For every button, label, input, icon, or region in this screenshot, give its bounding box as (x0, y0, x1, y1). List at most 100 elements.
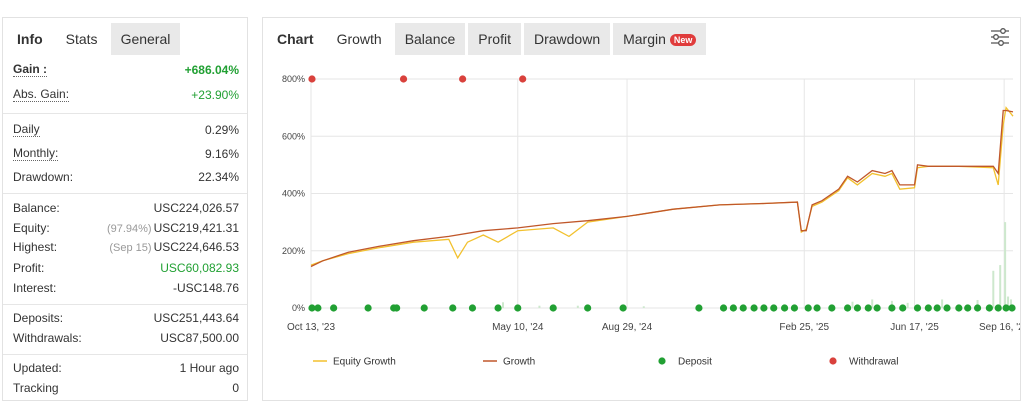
volume-bars (501, 222, 1013, 308)
stat-daily: Daily 0.29% (13, 121, 239, 139)
drawdown-label: Drawdown: (13, 170, 74, 184)
legend-swatch (829, 357, 837, 365)
y-tick-label: 0% (292, 303, 305, 313)
deposit-marker (330, 304, 338, 312)
deposit-marker (584, 304, 592, 312)
stat-abs-gain: Abs. Gain: +23.90% (13, 86, 239, 104)
deposit-marker (420, 304, 428, 312)
divider (3, 354, 247, 355)
legend-label: Equity Growth (333, 357, 396, 368)
settings-sliders-icon[interactable] (990, 27, 1010, 47)
balance-value: USC224,026.57 (153, 201, 239, 215)
updated-label: Updated: (13, 361, 62, 375)
profit-label: Profit: (13, 261, 45, 275)
tab-drawdown[interactable]: Drawdown (523, 23, 611, 55)
equity-label: Equity: (13, 221, 50, 235)
tracking-label: Tracking (13, 381, 59, 395)
volume-bar (851, 301, 854, 308)
tab-growth[interactable]: Growth (326, 23, 392, 55)
gain-label[interactable]: Gain : (13, 62, 48, 77)
deposit-marker (813, 304, 821, 312)
tab-general[interactable]: General (110, 23, 181, 55)
tracking-value: 0 (232, 381, 239, 395)
interest-label: Interest: (13, 281, 57, 295)
volume-bar (941, 299, 944, 308)
deposit-marker (853, 304, 862, 312)
tab-balance[interactable]: Balance (394, 23, 466, 55)
deposit-marker (729, 304, 737, 312)
volume-bar (871, 299, 874, 308)
deposit-marker (449, 304, 457, 312)
y-tick-label: 200% (282, 246, 305, 256)
new-badge: New (669, 34, 697, 46)
stat-withdrawals: Withdrawals: USC87,500.00 (13, 329, 239, 347)
divider (3, 193, 247, 194)
balance-label: Balance: (13, 201, 60, 215)
legend-swatch (658, 357, 666, 365)
stat-profit: Profit: USC60,082.93 (13, 259, 239, 277)
tab-profit[interactable]: Profit (468, 23, 521, 55)
growth-line (310, 109, 1014, 268)
highest-value: USC224,646.53 (153, 240, 239, 254)
volume-bar (1010, 299, 1013, 308)
deposit-marker (973, 304, 982, 312)
deposit-marker (943, 304, 951, 312)
x-tick-label: Aug 29, '24 (602, 322, 653, 333)
volume-bar (1007, 296, 1010, 308)
tab-margin[interactable]: Margin New (613, 23, 707, 55)
legend-label: Growth (503, 357, 535, 368)
deposit-marker (514, 304, 522, 312)
deposit-marker (780, 304, 789, 312)
profit-value: USC60,082.93 (160, 261, 239, 275)
event-markers (308, 75, 1016, 312)
deposit-marker (364, 304, 372, 312)
volume-bar (976, 299, 979, 308)
stat-gain: Gain : +686.04% (13, 61, 239, 79)
deposit-marker (828, 304, 836, 312)
abs-gain-label[interactable]: Abs. Gain: (13, 87, 70, 102)
deposit-marker (913, 304, 922, 312)
y-tick-label: 800% (282, 74, 305, 84)
deposit-marker (308, 304, 316, 312)
x-tick-label: Oct 13, '23 (287, 322, 335, 333)
highest-date: (Sep 15) (109, 242, 152, 254)
deposit-marker (964, 304, 972, 312)
deposit-marker (468, 304, 477, 312)
margin-label: Margin (623, 31, 666, 47)
deposits-label: Deposits: (13, 311, 64, 325)
stat-drawdown: Drawdown: 22.34% (13, 168, 239, 186)
withdrawal-marker (399, 75, 408, 83)
drawdown-value: 22.34% (198, 170, 239, 184)
y-tick-label: 600% (282, 131, 305, 141)
deposit-marker (314, 304, 322, 312)
volume-bar (576, 305, 579, 308)
deposit-marker (750, 304, 758, 312)
withdrawal-marker (519, 75, 527, 83)
deposit-marker (790, 304, 799, 312)
equity-value: USC219,421.31 (153, 221, 239, 235)
deposit-marker (1002, 304, 1010, 312)
deposit-marker (994, 304, 1002, 312)
monthly-label[interactable]: Monthly: (13, 146, 59, 161)
tab-stats[interactable]: Stats (55, 23, 108, 55)
stat-highest: Highest: (Sep 15) USC224,646.53 (13, 238, 239, 256)
legend-label: Withdrawal (849, 357, 898, 368)
divider (3, 113, 247, 114)
growth-chart: 0% 200% 400% 600% 800% Oct 13, '23 May 10, '2… (282, 74, 1020, 368)
stat-balance: Balance: USC224,026.57 (13, 199, 239, 217)
tab-info[interactable]: Info (7, 23, 53, 55)
chart-grid (310, 78, 1013, 309)
updated-value: 1 Hour ago (179, 361, 239, 375)
deposit-marker (804, 304, 812, 312)
daily-label[interactable]: Daily (13, 122, 40, 137)
deposit-marker (619, 304, 627, 312)
tab-chart[interactable]: Chart (267, 23, 324, 55)
deposit-marker (873, 304, 881, 312)
stat-interest: Interest: -USC148.76 (13, 279, 239, 297)
withdrawal-marker (308, 75, 316, 83)
abs-gain-value: +23.90% (191, 88, 239, 102)
left-tab-bar: Info Stats General (3, 18, 183, 55)
x-tick-label: Feb 25, '25 (779, 322, 829, 333)
deposit-marker (739, 304, 747, 312)
chart-legend: Equity Growth Growth Deposit Withdrawal (313, 357, 898, 368)
